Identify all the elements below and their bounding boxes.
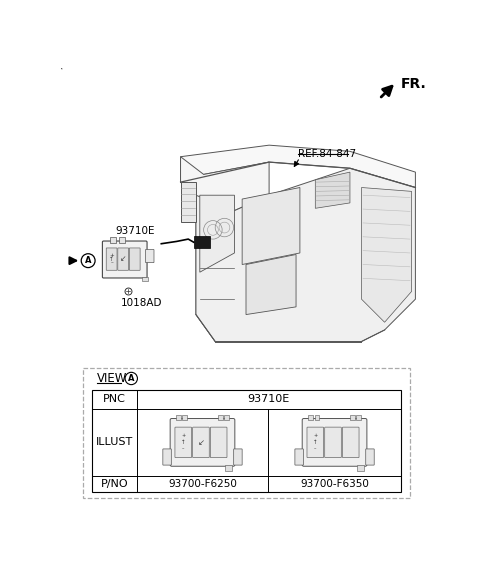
Bar	[182, 415, 187, 420]
Bar	[110, 237, 116, 243]
Text: ↙: ↙	[197, 438, 204, 447]
FancyBboxPatch shape	[342, 427, 359, 458]
FancyBboxPatch shape	[210, 427, 227, 458]
Polygon shape	[180, 182, 196, 222]
Text: ↑: ↑	[313, 440, 318, 445]
Text: 93700-F6250: 93700-F6250	[168, 479, 237, 489]
Text: FR.: FR.	[401, 77, 427, 90]
Polygon shape	[361, 187, 411, 322]
FancyBboxPatch shape	[366, 449, 374, 465]
Bar	[92, 390, 401, 492]
FancyBboxPatch shape	[118, 248, 129, 270]
Polygon shape	[200, 195, 234, 272]
Text: –: –	[182, 446, 184, 451]
Polygon shape	[194, 236, 210, 248]
FancyBboxPatch shape	[129, 248, 140, 270]
Text: P/NO: P/NO	[100, 479, 128, 489]
Bar	[119, 237, 125, 243]
Text: –: –	[110, 261, 113, 265]
Text: A: A	[128, 374, 134, 383]
Text: A: A	[85, 256, 91, 265]
FancyBboxPatch shape	[163, 449, 171, 465]
Bar	[225, 466, 232, 471]
Polygon shape	[180, 145, 415, 187]
Text: REF.84-847: REF.84-847	[299, 149, 357, 160]
Polygon shape	[246, 254, 296, 315]
FancyBboxPatch shape	[295, 449, 303, 465]
Text: ILLUST: ILLUST	[96, 437, 133, 448]
Bar	[350, 415, 355, 420]
FancyBboxPatch shape	[302, 419, 367, 466]
Bar	[176, 415, 181, 420]
Text: ↙: ↙	[120, 254, 126, 264]
Bar	[224, 415, 228, 420]
Text: ↑: ↑	[109, 257, 114, 262]
FancyBboxPatch shape	[307, 427, 324, 458]
Text: 1018AD: 1018AD	[120, 298, 162, 308]
Bar	[142, 277, 148, 282]
Text: +: +	[181, 433, 185, 438]
Text: –: –	[314, 446, 316, 451]
Bar	[356, 415, 361, 420]
FancyBboxPatch shape	[234, 449, 242, 465]
Polygon shape	[180, 168, 415, 341]
Text: PNC: PNC	[103, 394, 126, 404]
Text: +: +	[109, 253, 114, 258]
Bar	[308, 415, 313, 420]
Text: 93710E: 93710E	[115, 227, 155, 236]
FancyBboxPatch shape	[145, 249, 154, 262]
Bar	[83, 369, 410, 498]
Polygon shape	[242, 187, 300, 265]
FancyBboxPatch shape	[106, 248, 117, 270]
Text: 93700-F6350: 93700-F6350	[300, 479, 369, 489]
FancyBboxPatch shape	[175, 427, 192, 458]
Polygon shape	[180, 157, 269, 341]
Polygon shape	[315, 172, 350, 208]
Text: +: +	[313, 433, 317, 438]
Bar	[218, 415, 223, 420]
Text: 93710E: 93710E	[248, 394, 290, 404]
Bar	[314, 415, 319, 420]
Text: VIEW: VIEW	[96, 372, 127, 385]
Bar	[357, 466, 364, 471]
FancyBboxPatch shape	[192, 427, 209, 458]
FancyBboxPatch shape	[102, 241, 147, 278]
Text: ↑: ↑	[181, 440, 186, 445]
FancyBboxPatch shape	[170, 419, 235, 466]
FancyBboxPatch shape	[324, 427, 341, 458]
